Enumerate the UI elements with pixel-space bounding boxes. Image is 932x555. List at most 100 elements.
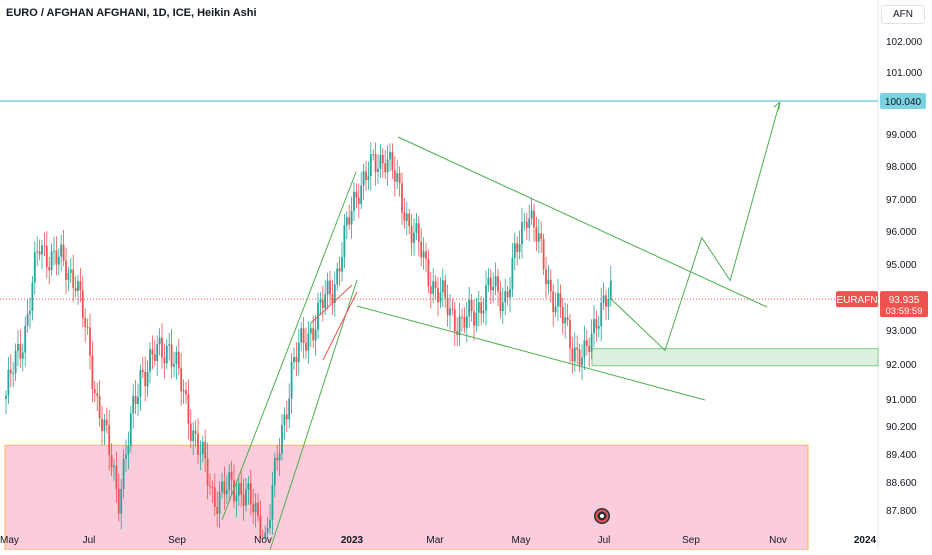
candle-body — [161, 337, 163, 358]
candle-body — [369, 154, 372, 177]
zones-layer — [0, 100, 879, 551]
projection-path-line[interactable] — [610, 102, 781, 352]
candle-body — [336, 268, 339, 285]
candle-body — [381, 154, 384, 164]
currency-selector[interactable]: AFN — [881, 5, 925, 24]
countdown-text: 03:59:59 — [886, 306, 923, 317]
candle-body — [281, 425, 283, 454]
candle-body — [583, 340, 586, 358]
candle-body — [343, 225, 346, 257]
candle-body — [103, 419, 106, 432]
candle-body — [331, 294, 334, 304]
candle-body — [585, 340, 588, 346]
x-tick-label: 2023 — [341, 535, 364, 546]
candle-body — [425, 251, 427, 259]
x-tick-label: May — [0, 535, 19, 546]
candle-body — [588, 345, 591, 352]
candle-body — [38, 251, 41, 255]
candle-body — [590, 333, 593, 352]
candle-body — [144, 371, 147, 387]
candle-body — [209, 485, 211, 487]
candle-body — [65, 260, 67, 280]
candle-body — [117, 488, 120, 514]
candle-body — [525, 221, 528, 228]
candle-body — [245, 489, 247, 506]
candle-body — [559, 293, 562, 308]
rising-channel-upper-line[interactable] — [221, 171, 357, 521]
replay-icon[interactable] — [594, 508, 610, 524]
minor-trend-line[interactable] — [310, 284, 353, 324]
candle-body — [437, 288, 439, 303]
candle-body — [607, 299, 610, 307]
symbol-tag — [836, 291, 878, 308]
candle-body — [41, 245, 43, 255]
candle-body — [341, 256, 343, 272]
candle-body — [518, 244, 521, 252]
candle-body — [597, 326, 600, 329]
demand-zone[interactable] — [591, 348, 879, 367]
candle-body — [540, 233, 543, 239]
candle-body — [293, 357, 295, 363]
x-tick-label: 2024 — [854, 535, 877, 546]
candle-body — [417, 223, 420, 242]
candle-body — [413, 232, 415, 243]
candle-body — [283, 414, 286, 426]
candle-body — [499, 291, 502, 312]
candle-body — [163, 357, 166, 364]
candle-body — [180, 368, 183, 392]
candle-body — [475, 312, 478, 326]
time-axis[interactable]: May Jul Sep Nov 2023 Mar May Jul Sep Nov 2024 — [0, 535, 877, 546]
candle-body — [230, 471, 233, 481]
candle-body — [132, 395, 135, 414]
candle-body — [252, 504, 255, 513]
candle-body — [492, 286, 495, 291]
rising-channel-lower-line[interactable] — [269, 279, 358, 551]
candle-body — [146, 371, 149, 387]
y-tick-label: 88.600 — [886, 478, 917, 489]
candle-body — [199, 453, 202, 455]
candle-body — [321, 299, 324, 309]
candle-body — [125, 454, 127, 459]
candle-body — [115, 465, 118, 489]
candle-body — [542, 238, 545, 270]
candle-body — [463, 317, 466, 328]
candle-body — [5, 395, 7, 399]
candle-body — [605, 295, 607, 307]
candles-layer — [5, 142, 612, 539]
candle-body — [273, 457, 276, 485]
candle-body — [314, 329, 317, 341]
falling-wedge-upper-line[interactable] — [397, 136, 768, 308]
candle-body — [175, 351, 178, 364]
falling-wedge-lower-line[interactable] — [356, 305, 706, 401]
candle-body — [353, 191, 355, 211]
y-tick-label: 91.000 — [886, 395, 917, 406]
candle-body — [401, 183, 403, 213]
candle-body — [86, 326, 89, 328]
x-tick-label: May — [512, 535, 531, 546]
candle-body — [593, 318, 595, 334]
candle-body — [74, 287, 77, 292]
candle-body — [389, 152, 391, 160]
price-axis[interactable]: 102.000 101.000 99.000 98.000 97.000 96.000 95… — [886, 37, 923, 517]
candle-body — [530, 210, 533, 219]
candle-body — [576, 347, 579, 350]
candle-body — [297, 342, 300, 363]
candle-body — [271, 484, 274, 521]
candle-body — [113, 465, 115, 468]
y-tick-label: 95.000 — [886, 260, 917, 271]
minor-trend-line-2[interactable] — [322, 291, 358, 361]
y-tick-label: 98.000 — [886, 162, 917, 173]
candle-body — [434, 281, 437, 289]
candle-body — [393, 170, 396, 182]
candle-body — [36, 251, 39, 253]
candle-body — [384, 163, 387, 173]
candle-body — [350, 210, 353, 225]
candle-body — [345, 217, 348, 226]
candle-body — [254, 502, 257, 513]
candle-body — [429, 286, 432, 294]
candle-body — [105, 419, 108, 426]
candle-body — [228, 471, 231, 491]
candle-body — [50, 251, 53, 271]
candle-body — [326, 280, 329, 295]
